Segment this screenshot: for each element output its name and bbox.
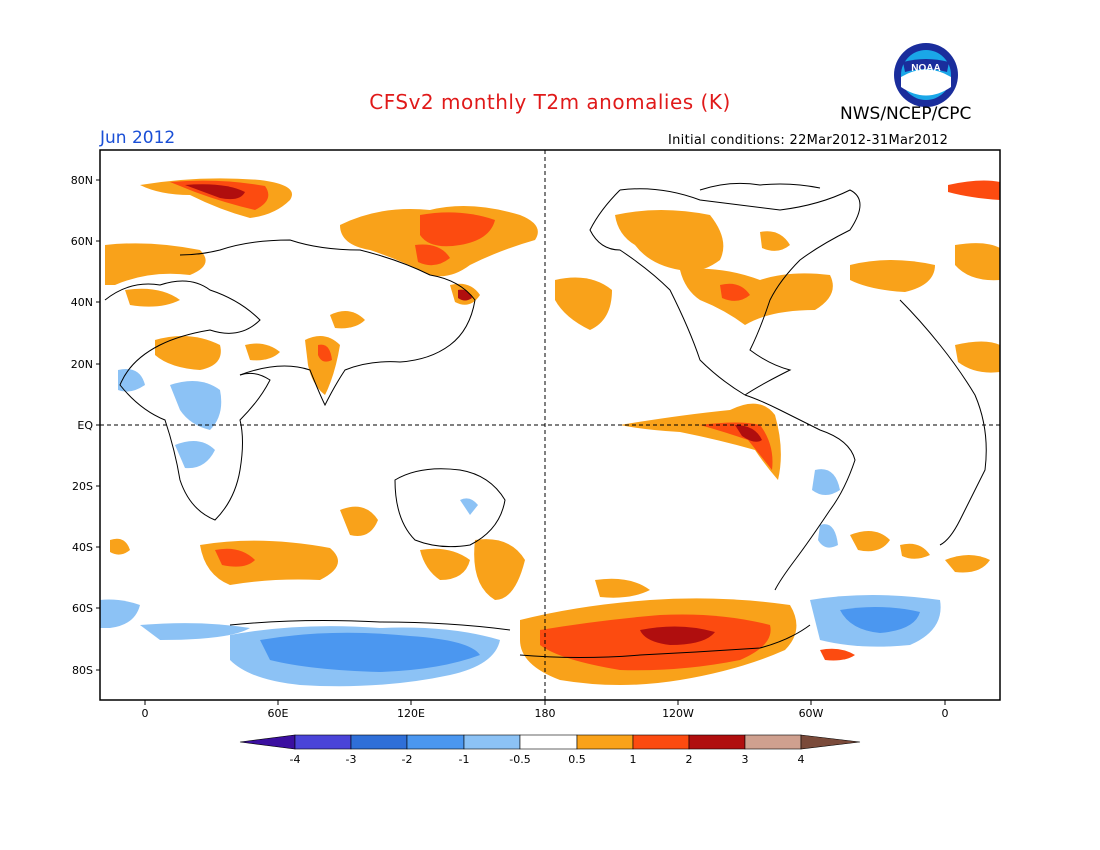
x-label-0-right: 0 (942, 707, 949, 720)
x-label-120w: 120W (662, 707, 694, 720)
colorbar-swatch-minus05 (463, 734, 521, 750)
y-label-40n: 40N (71, 296, 93, 309)
colorbar-label-minus3: -3 (346, 753, 357, 766)
x-axis: 0 60E 120E 180 120W 60W 0 (142, 700, 949, 720)
y-label-40s: 40S (72, 541, 93, 554)
y-label-60n: 60N (71, 235, 93, 248)
colorbar-label-minus4: -4 (290, 753, 301, 766)
y-label-60s: 60S (72, 602, 93, 615)
noaa-logo: NOAA (893, 42, 959, 108)
noaa-logo-text: NOAA (911, 63, 940, 74)
x-label-180: 180 (535, 707, 556, 720)
initial-conditions: Initial conditions: 22Mar2012-31Mar2012 (668, 133, 949, 148)
colorbar-swatch-3 (744, 734, 802, 750)
y-axis: 80N 60N 40N 20N EQ 20S 40S 60S 80S (71, 174, 100, 677)
agency-label: NWS/NCEP/CPC (840, 104, 972, 124)
chart-title: CFSv2 monthly T2m anomalies (K) (369, 90, 731, 114)
forecast-month: Jun 2012 (100, 128, 176, 148)
x-label-0: 0 (142, 707, 149, 720)
colorbar-swatch-05 (576, 734, 634, 750)
colorbar-swatch-1 (632, 734, 690, 750)
coastlines (104, 182, 987, 658)
colorbar-label-1: 1 (630, 753, 637, 766)
colorbar-label-minus05: -0.5 (509, 753, 530, 766)
anomaly-fields (100, 178, 1000, 687)
colorbar: -4 -3 -2 -1 -0.5 0.5 1 2 3 4 (239, 734, 861, 766)
y-label-20n: 20N (71, 358, 93, 371)
y-label-20s: 20S (72, 480, 93, 493)
y-label-eq: EQ (77, 419, 93, 432)
x-label-60w: 60W (799, 707, 824, 720)
y-label-80s: 80S (72, 664, 93, 677)
colorbar-swatch-minus2 (350, 734, 408, 750)
colorbar-swatch-minus1 (406, 734, 465, 750)
colorbar-label-minus1: -1 (459, 753, 470, 766)
colorbar-swatch-2 (688, 734, 746, 750)
colorbar-label-4: 4 (798, 753, 805, 766)
colorbar-label-2: 2 (686, 753, 693, 766)
colorbar-swatch-below-minus4 (239, 734, 296, 750)
colorbar-label-05: 0.5 (568, 753, 586, 766)
colorbar-swatch-above-4 (800, 734, 861, 750)
x-label-120e: 120E (397, 707, 425, 720)
colorbar-label-minus2: -2 (402, 753, 413, 766)
y-label-80n: 80N (71, 174, 93, 187)
x-label-60e: 60E (268, 707, 289, 720)
colorbar-swatch-minus3 (294, 734, 352, 750)
colorbar-label-3: 3 (742, 753, 749, 766)
colorbar-swatch-neutral (519, 734, 578, 750)
